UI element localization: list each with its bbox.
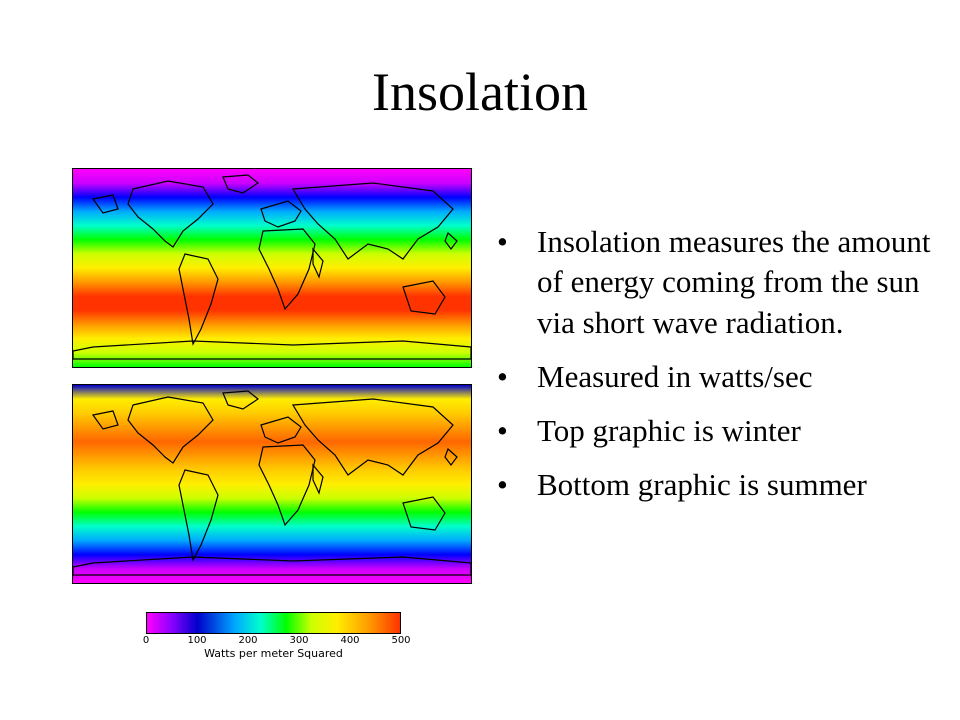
continent-outline — [444, 231, 458, 250]
summer-map-graphic — [73, 385, 471, 583]
continent-outline — [127, 396, 214, 464]
bullet-marker: • — [497, 413, 508, 449]
continent-outlines — [73, 390, 471, 576]
scale-tick-label: 200 — [238, 635, 258, 646]
continent-outline — [73, 340, 471, 360]
bullet-item: • Insolation measures the amount of energ… — [497, 222, 937, 343]
winter-insolation-map — [72, 168, 472, 368]
continent-outline — [222, 174, 260, 194]
bullet-text: Insolation measures the amount of energy… — [537, 224, 931, 340]
bullet-text: Bottom graphic is summer — [537, 467, 867, 503]
continent-outline — [178, 469, 219, 562]
summer-band-fill — [73, 385, 471, 583]
winter-map-graphic — [73, 169, 471, 367]
bullet-marker: • — [497, 467, 508, 503]
continent-outline — [444, 447, 458, 466]
color-scale-ticks: 0 100 200 300 400 500 — [142, 634, 411, 646]
continent-outlines — [73, 174, 471, 360]
bullet-list: • Insolation measures the amount of energ… — [497, 222, 937, 520]
slide-title: Insolation — [372, 62, 588, 122]
summer-insolation-map — [72, 384, 472, 584]
scale-tick-label: 0 — [142, 635, 150, 646]
continent-outline — [222, 390, 260, 410]
continent-outline — [312, 247, 324, 279]
continent-outline — [91, 410, 119, 430]
bullet-text: Top graphic is winter — [537, 413, 801, 449]
bullet-marker: • — [497, 358, 508, 394]
continent-outline — [258, 228, 316, 311]
continent-outline — [73, 556, 471, 576]
continent-outline — [91, 194, 119, 214]
winter-band-fill — [73, 169, 471, 367]
continent-outline — [260, 200, 302, 228]
scale-tick-label: 100 — [187, 635, 207, 646]
continent-outline — [127, 180, 214, 248]
bullet-text: Measured in watts/sec — [537, 358, 813, 394]
continent-outline — [291, 398, 454, 476]
continent-outline — [402, 496, 446, 531]
color-scale-legend: 0 100 200 300 400 500 Watts per meter Sq… — [142, 612, 411, 660]
continent-outline — [291, 182, 454, 260]
color-scale-bar — [146, 612, 401, 634]
bullet-marker: • — [497, 224, 508, 259]
bullet-item: • Bottom graphic is summer — [497, 465, 937, 505]
scale-tick-label: 400 — [340, 635, 360, 646]
bullet-item: • Measured in watts/sec — [497, 357, 937, 397]
scale-tick-label: 300 — [289, 635, 309, 646]
continent-outline — [260, 416, 302, 444]
continent-outline — [312, 463, 324, 495]
continent-outline — [402, 280, 446, 315]
bullet-item: • Top graphic is winter — [497, 411, 937, 451]
continent-outline — [178, 253, 219, 346]
scale-tick-label: 500 — [391, 635, 411, 646]
continent-outline — [258, 444, 316, 527]
color-scale-label: Watts per meter Squared — [204, 647, 343, 660]
